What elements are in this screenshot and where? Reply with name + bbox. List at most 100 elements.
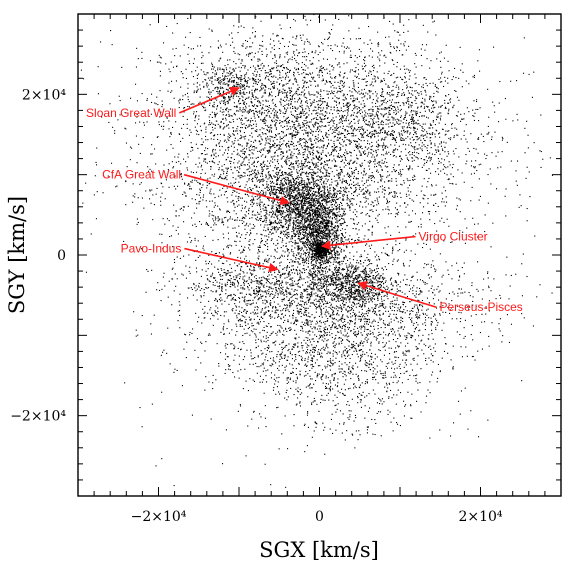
data-point — [405, 102, 407, 104]
data-point — [245, 107, 247, 109]
data-point — [321, 68, 323, 70]
data-point — [264, 133, 266, 135]
data-point — [311, 161, 313, 163]
data-point — [452, 163, 454, 165]
data-point — [455, 77, 457, 79]
data-point — [282, 136, 284, 138]
data-point — [263, 112, 265, 114]
data-point — [441, 104, 443, 106]
data-point — [448, 130, 450, 132]
data-point — [274, 124, 276, 126]
data-point — [211, 30, 213, 32]
data-point — [479, 70, 481, 72]
data-point — [279, 175, 281, 177]
data-point — [243, 248, 245, 250]
data-point — [387, 175, 389, 177]
data-point — [260, 136, 262, 138]
data-point — [294, 101, 296, 103]
data-point — [341, 84, 343, 86]
data-point — [264, 70, 266, 72]
data-point — [271, 119, 273, 121]
data-point — [215, 114, 217, 116]
data-point — [232, 68, 234, 70]
data-point — [243, 132, 245, 134]
data-point — [442, 149, 444, 151]
data-point — [397, 259, 399, 261]
data-point — [357, 63, 359, 65]
data-point — [390, 144, 392, 146]
data-point — [389, 192, 391, 194]
data-point — [188, 101, 190, 103]
data-point — [247, 168, 249, 170]
data-point — [393, 154, 395, 156]
data-point — [497, 151, 499, 153]
data-point — [392, 125, 394, 127]
data-point — [184, 182, 186, 184]
data-point — [338, 133, 340, 135]
data-point — [230, 44, 232, 46]
data-point — [248, 96, 250, 98]
data-point — [327, 117, 329, 119]
data-point — [290, 179, 292, 181]
data-point — [283, 67, 285, 69]
data-point — [404, 72, 406, 74]
data-point — [338, 73, 340, 75]
data-point — [249, 121, 251, 123]
data-point — [340, 121, 342, 123]
data-point — [288, 165, 290, 167]
data-point — [226, 141, 228, 143]
data-point — [271, 67, 273, 69]
data-point — [412, 157, 414, 159]
data-point — [267, 72, 269, 74]
data-point — [292, 36, 294, 38]
data-point — [311, 229, 313, 231]
data-point — [211, 62, 213, 64]
data-point — [286, 142, 288, 144]
data-point — [334, 76, 336, 78]
data-point — [244, 88, 246, 90]
data-point — [369, 131, 371, 133]
data-point — [347, 105, 349, 107]
data-point — [318, 227, 320, 229]
data-point — [339, 190, 341, 192]
data-point — [381, 100, 383, 102]
data-point — [347, 103, 349, 105]
data-point — [185, 161, 187, 163]
data-point — [387, 146, 389, 148]
data-point — [335, 165, 337, 167]
data-point — [267, 138, 269, 140]
data-point — [369, 115, 371, 117]
data-point — [341, 120, 343, 122]
data-point — [295, 134, 297, 136]
data-point — [407, 90, 409, 92]
data-point — [400, 120, 402, 122]
data-point — [266, 54, 268, 56]
data-point — [342, 180, 344, 182]
data-point — [381, 50, 383, 52]
data-point — [303, 110, 305, 112]
data-point — [247, 190, 249, 192]
data-point — [205, 161, 207, 163]
data-point — [423, 198, 425, 200]
data-point — [303, 145, 305, 147]
data-point — [363, 62, 365, 64]
data-point — [279, 191, 281, 193]
data-point — [202, 62, 204, 64]
data-point — [336, 169, 338, 171]
data-point — [318, 205, 320, 207]
data-point — [214, 75, 216, 77]
data-point — [297, 88, 299, 90]
data-point — [195, 70, 197, 72]
data-point — [209, 79, 211, 81]
data-point — [377, 149, 379, 151]
data-point — [240, 83, 242, 85]
data-point — [502, 138, 504, 140]
data-point — [328, 121, 330, 123]
data-point — [303, 226, 305, 228]
data-point — [373, 156, 375, 158]
data-point — [360, 166, 362, 168]
data-point — [405, 111, 407, 113]
data-point — [295, 178, 297, 180]
data-point — [204, 150, 206, 152]
data-point — [282, 152, 284, 154]
